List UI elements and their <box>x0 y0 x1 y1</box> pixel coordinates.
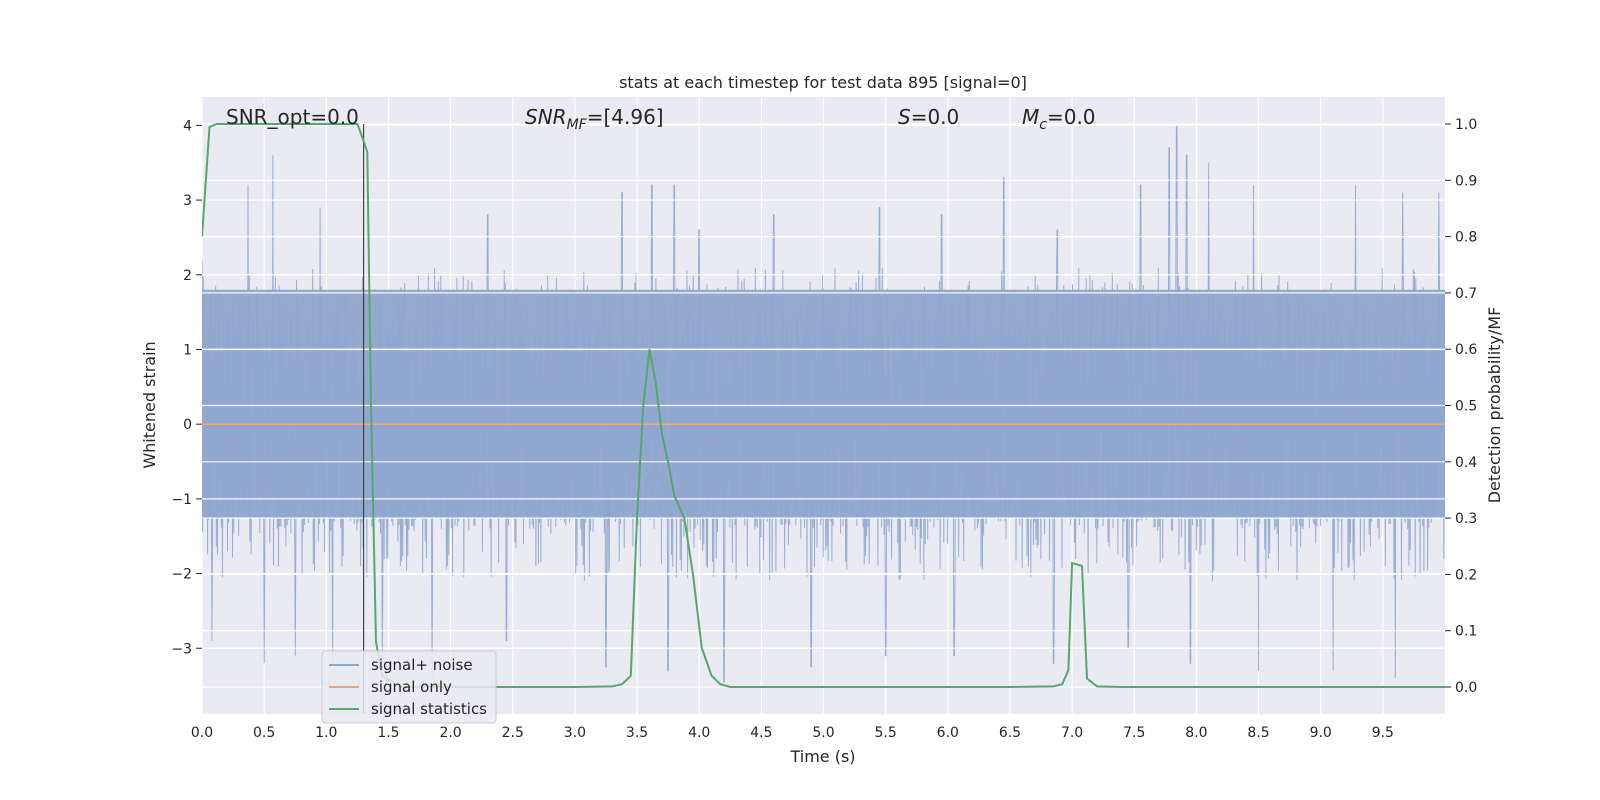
tick-labels: 0.0 0.5 1.0 1.5 2.0 2.5 3.0 3.5 4.0 4.5 5.0 5.5 6.0 6… <box>171 117 1477 741</box>
y-right-tick-label: 0.6 <box>1455 342 1477 358</box>
snr-mf-subscript: MF <box>567 117 588 133</box>
mc-value: =0.0 <box>1047 105 1096 129</box>
x-tick-label: 3.5 <box>626 725 648 741</box>
x-tick-label: 5.0 <box>812 725 834 741</box>
y-right-tick-label: 0.0 <box>1455 680 1477 696</box>
y-axis-label-right: Detection probability/MF <box>1485 307 1504 504</box>
x-tick-label: 9.5 <box>1372 725 1394 741</box>
noise-core-band <box>202 289 1445 518</box>
chart-title: stats at each timestep for test data 895… <box>619 73 1027 92</box>
x-axis-label: Time (s) <box>789 747 855 766</box>
y-right-tick-label: 1.0 <box>1455 117 1477 133</box>
y-right-tick-label: 0.5 <box>1455 399 1477 415</box>
x-tick-label: 8.5 <box>1247 725 1269 741</box>
x-tick-label: 4.0 <box>688 725 710 741</box>
x-tick-label: 6.5 <box>999 725 1021 741</box>
snr-mf-symbol: SNR <box>525 105 567 129</box>
y-right-tick-label: 0.4 <box>1455 455 1477 471</box>
mc-subscript: c <box>1039 117 1047 133</box>
y-left-tick-label: −2 <box>171 567 192 583</box>
y-left-tick-label: 2 <box>183 268 192 284</box>
x-tick-label: 1.5 <box>377 725 399 741</box>
y-left-tick-label: −1 <box>171 492 192 508</box>
y-right-tick-label: 0.2 <box>1455 567 1477 583</box>
legend-label-signal-only: signal only <box>371 678 452 696</box>
x-tick-label: 6.0 <box>937 725 959 741</box>
x-tick-label: 4.5 <box>750 725 772 741</box>
x-tick-label: 5.5 <box>875 725 897 741</box>
y-right-tick-label: 0.1 <box>1455 624 1477 640</box>
s-symbol: S <box>898 105 911 129</box>
legend: signal+ noise signal only signal statist… <box>321 650 497 724</box>
y-left-tick-label: −3 <box>171 641 192 657</box>
x-tick-label: 2.5 <box>502 725 524 741</box>
y-left-tick-label: 4 <box>183 118 192 134</box>
snr-mf-value: =[4.96] <box>587 105 664 129</box>
mc-annotation: Mc=0.0 <box>1022 105 1096 133</box>
y-right-tick-label: 0.3 <box>1455 511 1477 527</box>
x-tick-label: 9.0 <box>1310 725 1332 741</box>
y-right-tick-label: 0.9 <box>1455 173 1477 189</box>
y-left-tick-label: 3 <box>183 193 192 209</box>
y-right-tick-label: 0.7 <box>1455 286 1477 302</box>
x-tick-label: 2.0 <box>439 725 461 741</box>
x-tick-label: 3.0 <box>564 725 586 741</box>
mc-symbol: M <box>1022 105 1039 129</box>
s-annotation: S=0.0 <box>898 105 959 129</box>
x-tick-label: 0.0 <box>191 725 213 741</box>
snr-mf-annotation: SNRMF=[4.96] <box>525 105 664 133</box>
x-tick-label: 8.0 <box>1185 725 1207 741</box>
x-tick-label: 7.5 <box>1123 725 1145 741</box>
y-axis-label-left: Whitened strain <box>140 341 159 468</box>
y-right-tick-label: 0.8 <box>1455 230 1477 246</box>
legend-label-signal-statistics: signal statistics <box>371 700 487 718</box>
snr-opt-annotation: SNR_opt=0.0 <box>226 105 359 129</box>
series-signal-statistics <box>202 123 1445 688</box>
data-layer <box>202 123 1445 714</box>
y-left-tick-label: 1 <box>183 342 192 358</box>
x-tick-label: 7.0 <box>1061 725 1083 741</box>
legend-label-signal-noise: signal+ noise <box>371 656 473 674</box>
x-tick-label: 1.0 <box>315 725 337 741</box>
legend-frame <box>321 650 497 724</box>
y-left-tick-label: 0 <box>183 417 192 433</box>
s-value: =0.0 <box>911 105 960 129</box>
x-tick-label: 0.5 <box>253 725 275 741</box>
